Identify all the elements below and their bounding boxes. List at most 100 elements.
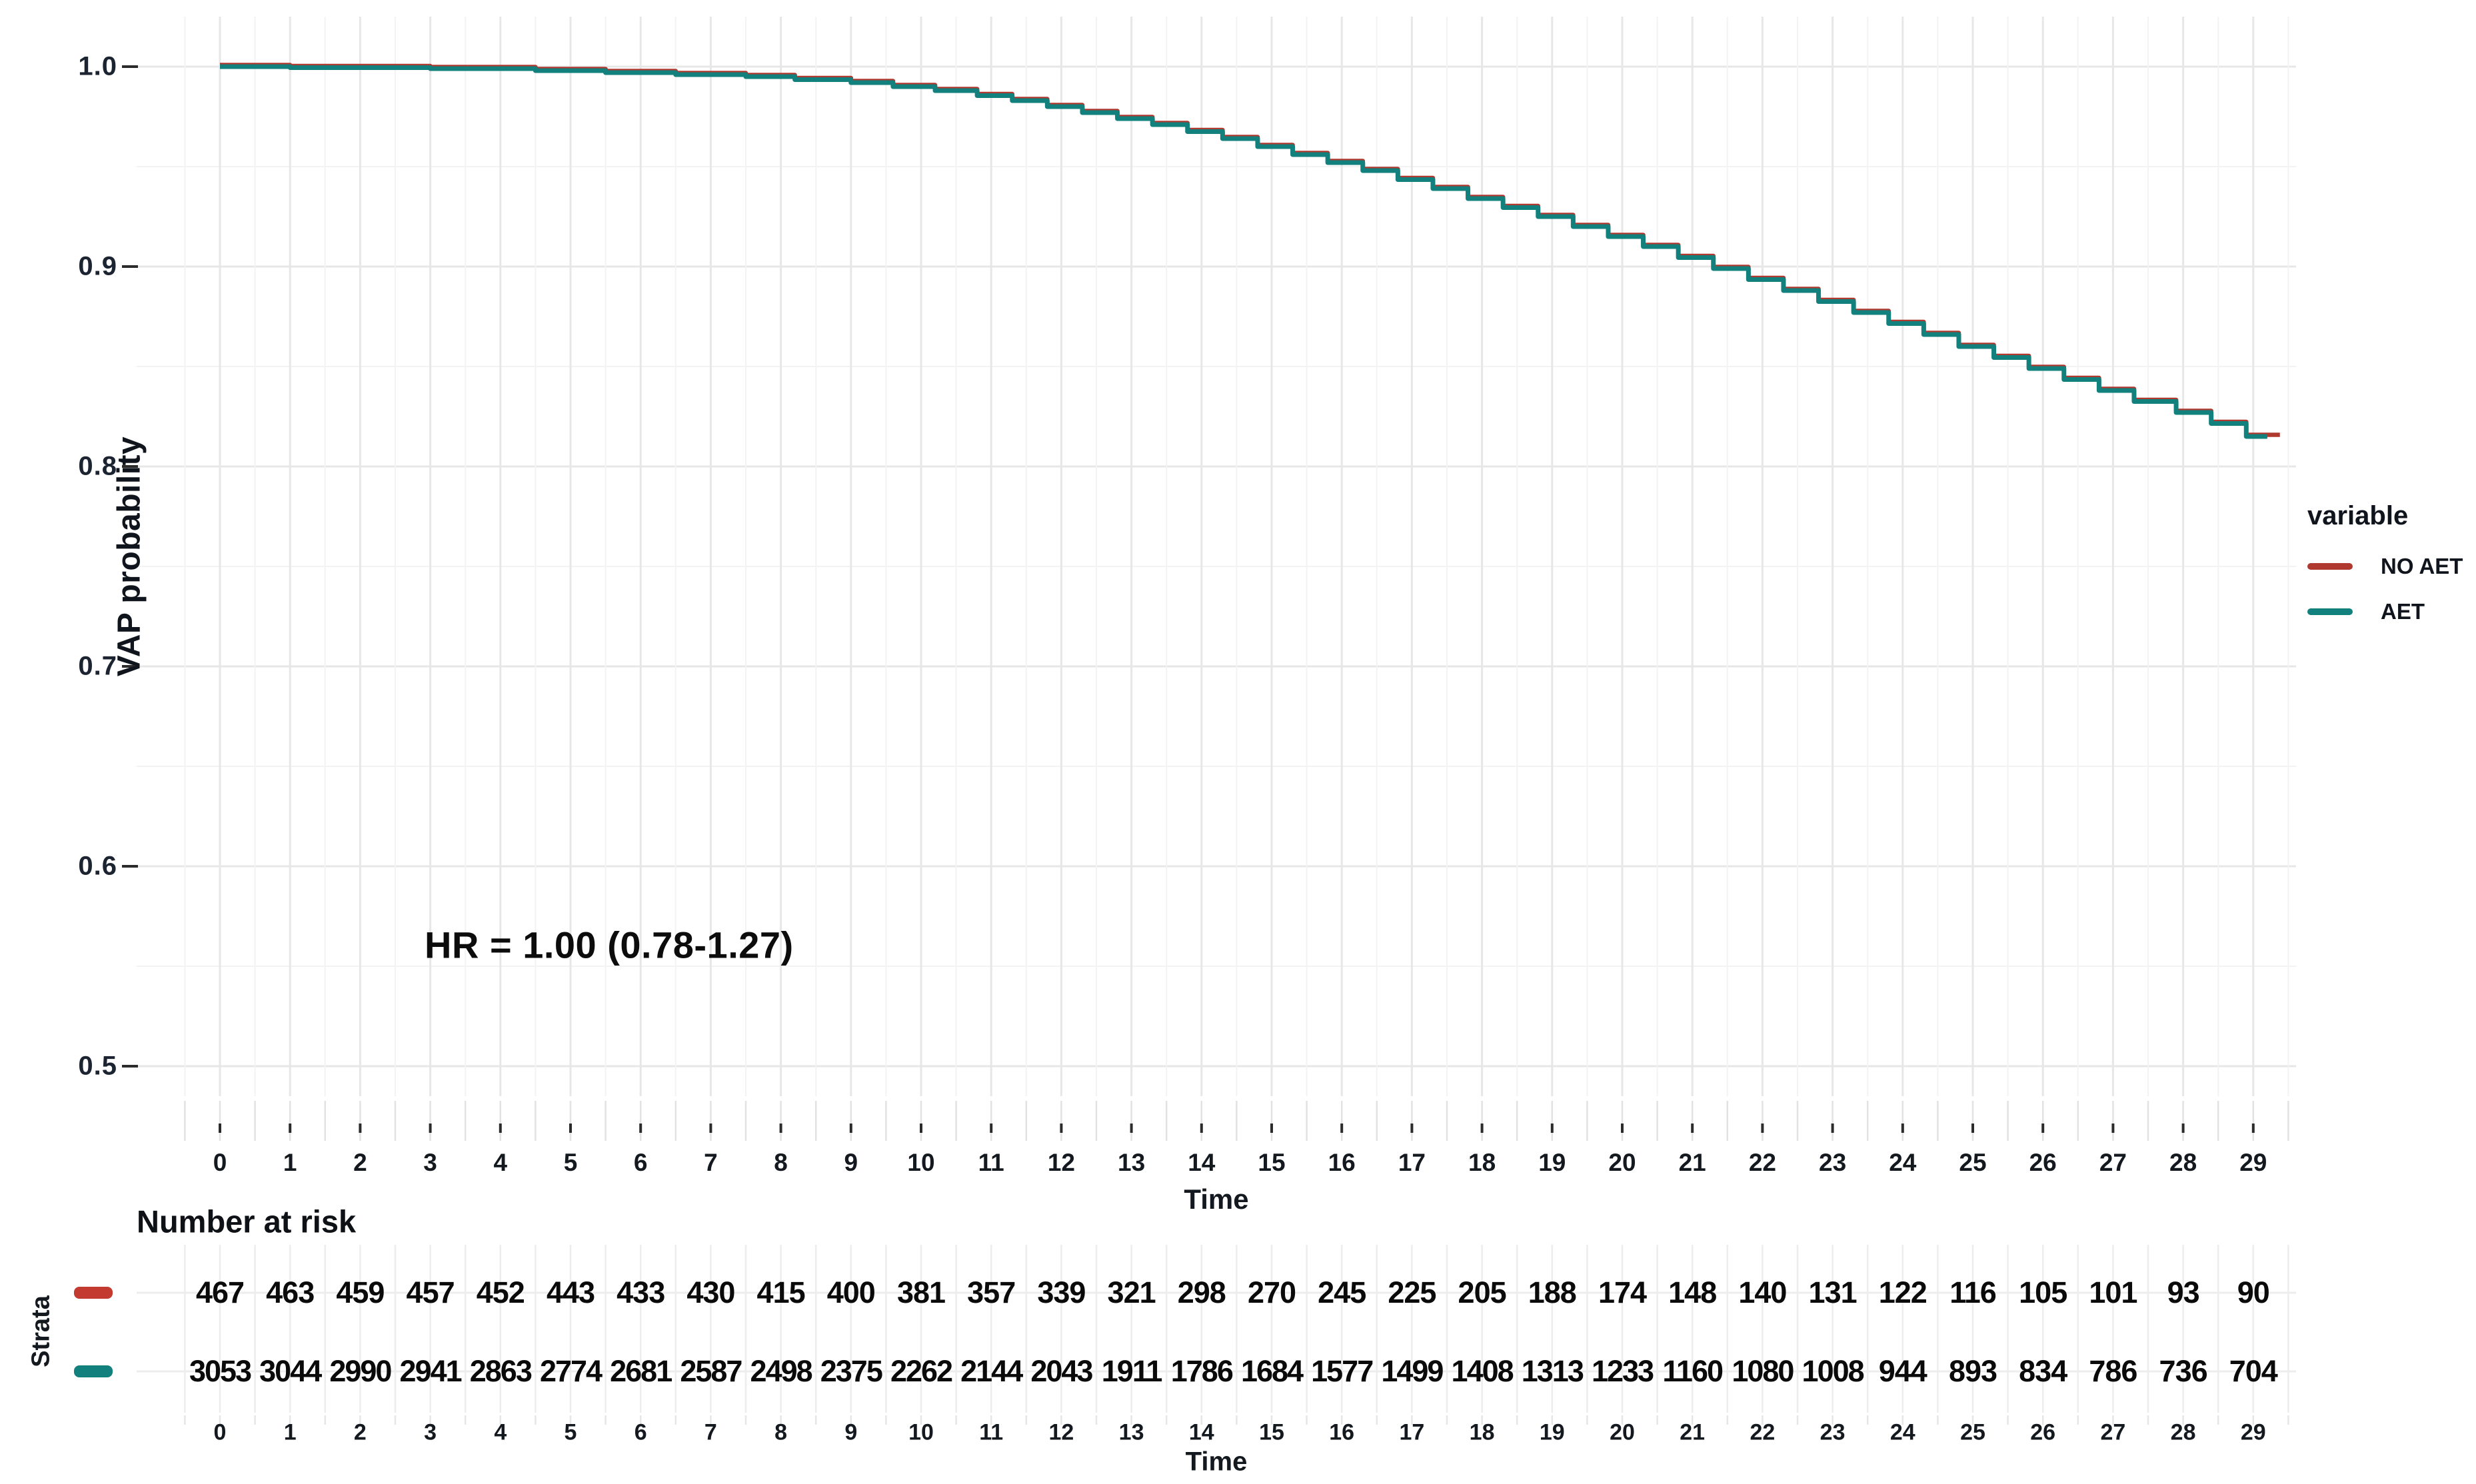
risk-count: 90 bbox=[2237, 1275, 2270, 1309]
x-tick-label: 28 bbox=[2169, 1149, 2197, 1176]
risk-x-tick-label: 29 bbox=[2240, 1419, 2266, 1445]
risk-count: 463 bbox=[266, 1275, 315, 1309]
legend-title: variable bbox=[2307, 501, 2409, 530]
risk-count: 1911 bbox=[1101, 1354, 1163, 1388]
x-tick-label: 6 bbox=[633, 1149, 648, 1176]
risk-count: 433 bbox=[617, 1275, 665, 1309]
strata-axis-title: Strata bbox=[27, 1295, 55, 1367]
x-tick-label: 5 bbox=[563, 1149, 578, 1176]
no-aet-line-swatch-icon bbox=[2307, 563, 2353, 570]
risk-count: 2587 bbox=[680, 1354, 742, 1388]
risk-x-tick-label: 28 bbox=[2170, 1419, 2196, 1445]
risk-count: 2863 bbox=[469, 1354, 533, 1388]
risk-count: 205 bbox=[1458, 1275, 1507, 1309]
risk-count: 400 bbox=[826, 1275, 876, 1309]
risk-count: 2681 bbox=[610, 1354, 672, 1388]
risk-count: 457 bbox=[406, 1275, 455, 1309]
risk-x-tick-label: 21 bbox=[1680, 1419, 1706, 1445]
risk-x-tick-label: 20 bbox=[1610, 1419, 1635, 1445]
aet-survival-curve bbox=[220, 64, 2267, 439]
risk-x-tick-label: 10 bbox=[908, 1419, 934, 1445]
risk-count: 2774 bbox=[539, 1354, 603, 1388]
x-tick-label: 2 bbox=[353, 1149, 367, 1176]
risk-x-tick-label: 18 bbox=[1469, 1419, 1495, 1445]
risk-count: 131 bbox=[1808, 1275, 1857, 1309]
risk-x-tick-label: 5 bbox=[564, 1419, 577, 1445]
risk-count: 321 bbox=[1107, 1275, 1156, 1309]
risk-count: 357 bbox=[967, 1275, 1016, 1309]
x-tick-label: 20 bbox=[1608, 1149, 1636, 1176]
risk-count: 1233 bbox=[1591, 1354, 1654, 1388]
x-tick-label: 11 bbox=[978, 1149, 1004, 1176]
risk-count: 298 bbox=[1177, 1275, 1226, 1309]
x-tick-label: 8 bbox=[774, 1149, 788, 1176]
risk-count: 2941 bbox=[399, 1354, 463, 1388]
risk-count: 381 bbox=[896, 1275, 946, 1309]
x-tick-label: 23 bbox=[1819, 1149, 1847, 1176]
risk-count: 443 bbox=[546, 1275, 595, 1309]
y-tick-label: 0.6 bbox=[78, 851, 117, 881]
risk-x-tick-label: 8 bbox=[774, 1419, 788, 1445]
risk-count: 452 bbox=[476, 1275, 525, 1309]
x-tick-label: 21 bbox=[1678, 1149, 1706, 1176]
x-tick-label: 1 bbox=[283, 1149, 297, 1176]
risk-count: 1786 bbox=[1170, 1354, 1234, 1388]
x-tick-label: 15 bbox=[1258, 1149, 1286, 1176]
risk-count: 2498 bbox=[750, 1354, 813, 1388]
x-tick-label: 3 bbox=[423, 1149, 437, 1176]
risk-count: 1684 bbox=[1240, 1354, 1304, 1388]
x-tick-label: 27 bbox=[2099, 1149, 2127, 1176]
risk-count: 2043 bbox=[1030, 1354, 1093, 1388]
x-tick-label: 7 bbox=[704, 1149, 718, 1176]
x-tick-label: 29 bbox=[2239, 1149, 2267, 1176]
x-tick-label: 13 bbox=[1118, 1149, 1146, 1176]
risk-x-tick-label: 6 bbox=[634, 1419, 647, 1445]
risk-x-tick-label: 11 bbox=[979, 1419, 1004, 1445]
risk-count: 339 bbox=[1037, 1275, 1086, 1309]
risk-x-tick-label: 17 bbox=[1399, 1419, 1425, 1445]
risk-x-tick-label: 24 bbox=[1889, 1419, 1915, 1445]
risk-count: 188 bbox=[1528, 1275, 1577, 1309]
risk-count: 1499 bbox=[1381, 1354, 1444, 1388]
risk-x-tick-label: 4 bbox=[494, 1419, 507, 1445]
risk-count: 3053 bbox=[189, 1354, 252, 1388]
risk-count: 3044 bbox=[259, 1354, 322, 1388]
x-tick-label: 4 bbox=[493, 1149, 508, 1176]
strata-swatch-no-aet-icon bbox=[74, 1287, 113, 1299]
risk-count: 736 bbox=[2159, 1354, 2208, 1388]
risk-count: 944 bbox=[1878, 1354, 1927, 1388]
risk-count: 467 bbox=[195, 1275, 245, 1309]
y-tick-label: 0.8 bbox=[78, 451, 117, 481]
risk-count: 893 bbox=[1948, 1354, 1997, 1388]
x-tick-label: 26 bbox=[2029, 1149, 2057, 1176]
risk-count: 116 bbox=[1949, 1275, 1997, 1309]
risk-count: 834 bbox=[2019, 1354, 2067, 1388]
risk-x-tick-label: 9 bbox=[844, 1419, 858, 1445]
no-aet-survival-curve bbox=[220, 63, 2280, 437]
legend-item-aet: AET bbox=[2307, 599, 2474, 624]
x-tick-label: 12 bbox=[1047, 1149, 1075, 1176]
strata-swatch-aet-icon bbox=[74, 1365, 113, 1377]
risk-x-tick-label: 25 bbox=[1960, 1419, 1985, 1445]
risk-count: 105 bbox=[2019, 1275, 2067, 1309]
risk-x-tick-label: 15 bbox=[1259, 1419, 1284, 1445]
risk-count: 704 bbox=[2229, 1354, 2278, 1388]
risk-count: 459 bbox=[336, 1275, 385, 1309]
y-tick-label: 0.7 bbox=[78, 651, 117, 681]
risk-count: 786 bbox=[2089, 1354, 2137, 1388]
risk-table-title: Number at risk bbox=[137, 1203, 357, 1239]
risk-count: 1008 bbox=[1802, 1354, 1865, 1388]
risk-count: 101 bbox=[2089, 1275, 2137, 1309]
risk-count: 2375 bbox=[820, 1354, 883, 1388]
risk-count: 1080 bbox=[1732, 1354, 1794, 1388]
x-tick-label: 22 bbox=[1748, 1149, 1776, 1176]
risk-count: 2144 bbox=[960, 1354, 1023, 1388]
x-tick-label: 25 bbox=[1959, 1149, 1987, 1176]
risk-count: 225 bbox=[1388, 1275, 1436, 1309]
risk-count: 270 bbox=[1247, 1275, 1296, 1309]
risk-count: 1408 bbox=[1451, 1354, 1514, 1388]
risk-x-tick-label: 14 bbox=[1188, 1419, 1214, 1445]
x-tick-label: 9 bbox=[844, 1149, 858, 1176]
risk-x-tick-label: 19 bbox=[1539, 1419, 1565, 1445]
